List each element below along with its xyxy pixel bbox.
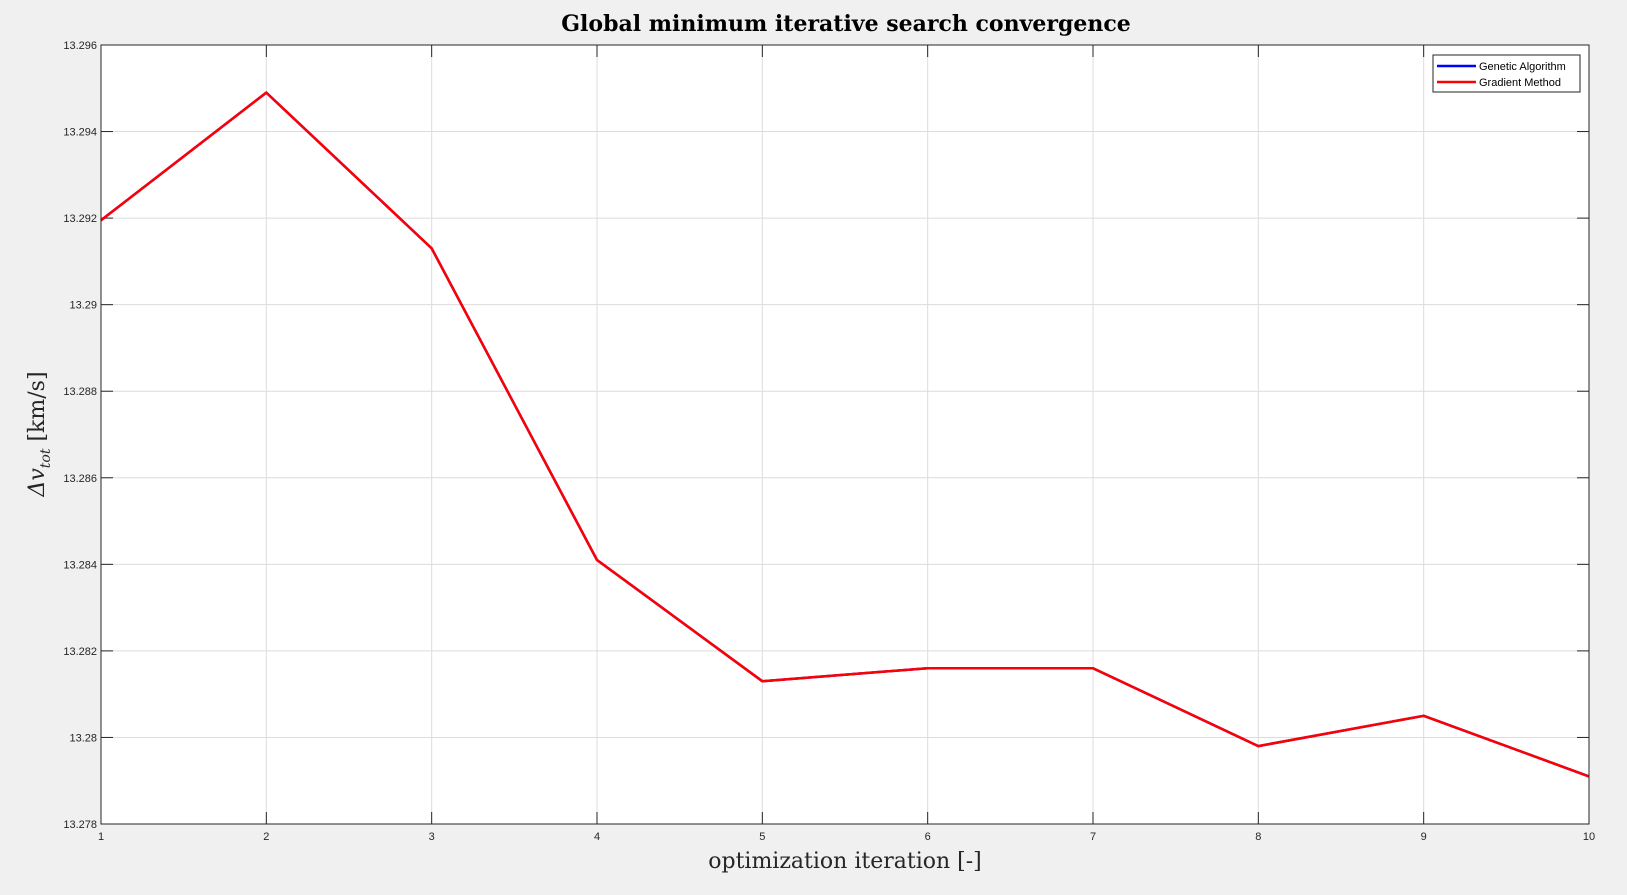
y-tick-labels: 13.278 13.28 13.282 13.284 13.286 13.288 13.29…: [63, 40, 97, 831]
x-tick-label: 9: [1421, 831, 1427, 843]
y-axis-label-main: Δv: [25, 468, 50, 498]
x-tick-label: 1: [98, 831, 104, 843]
y-tick-label: 13.288: [63, 386, 97, 398]
y-tick-label: 13.286: [63, 473, 97, 485]
series-line-gradient-method: [100, 91, 1590, 778]
chart-title: Global minimum iterative search converge…: [561, 11, 1130, 37]
x-tick-labels: 1 2 3 4 5 6 7 8 9 10: [98, 831, 1595, 843]
series-layer: [100, 91, 1590, 778]
y-tick-label: 13.29: [69, 300, 97, 312]
y-axis-label-unit: [km/s]: [25, 371, 50, 448]
y-axis-label: Δvtot [km/s]: [25, 371, 54, 497]
plot-frame: [100, 44, 1590, 825]
y-tick-label: 13.28: [69, 732, 97, 744]
x-tick-label: 5: [759, 831, 765, 843]
y-tick-label: 13.294: [63, 127, 97, 139]
y-tick-label: 13.282: [63, 646, 97, 658]
y-tick-label: 13.292: [63, 213, 97, 225]
x-tick-label: 4: [594, 831, 600, 843]
x-tick-label: 10: [1583, 831, 1595, 843]
legend-box: [1432, 54, 1581, 93]
legend-label-gradient-method: Gradient Method: [1479, 77, 1561, 89]
x-tick-label: 7: [1090, 831, 1096, 843]
plot-area: [101, 45, 1589, 824]
y-tick-label: 13.284: [63, 559, 97, 571]
y-tick-label: 13.278: [63, 819, 97, 831]
x-tick-label: 2: [263, 831, 269, 843]
y-axis-label-sub: tot: [38, 448, 54, 468]
y-tick-label: 13.296: [63, 40, 97, 52]
legend-label-genetic-algorithm: Genetic Algorithm: [1479, 61, 1566, 73]
x-tick-label: 8: [1255, 831, 1261, 843]
x-tick-label: 3: [429, 831, 435, 843]
x-axis-label: optimization iteration [-]: [708, 849, 982, 874]
x-tick-label: 6: [925, 831, 931, 843]
legend: Genetic Algorithm Gradient Method: [1432, 54, 1581, 93]
